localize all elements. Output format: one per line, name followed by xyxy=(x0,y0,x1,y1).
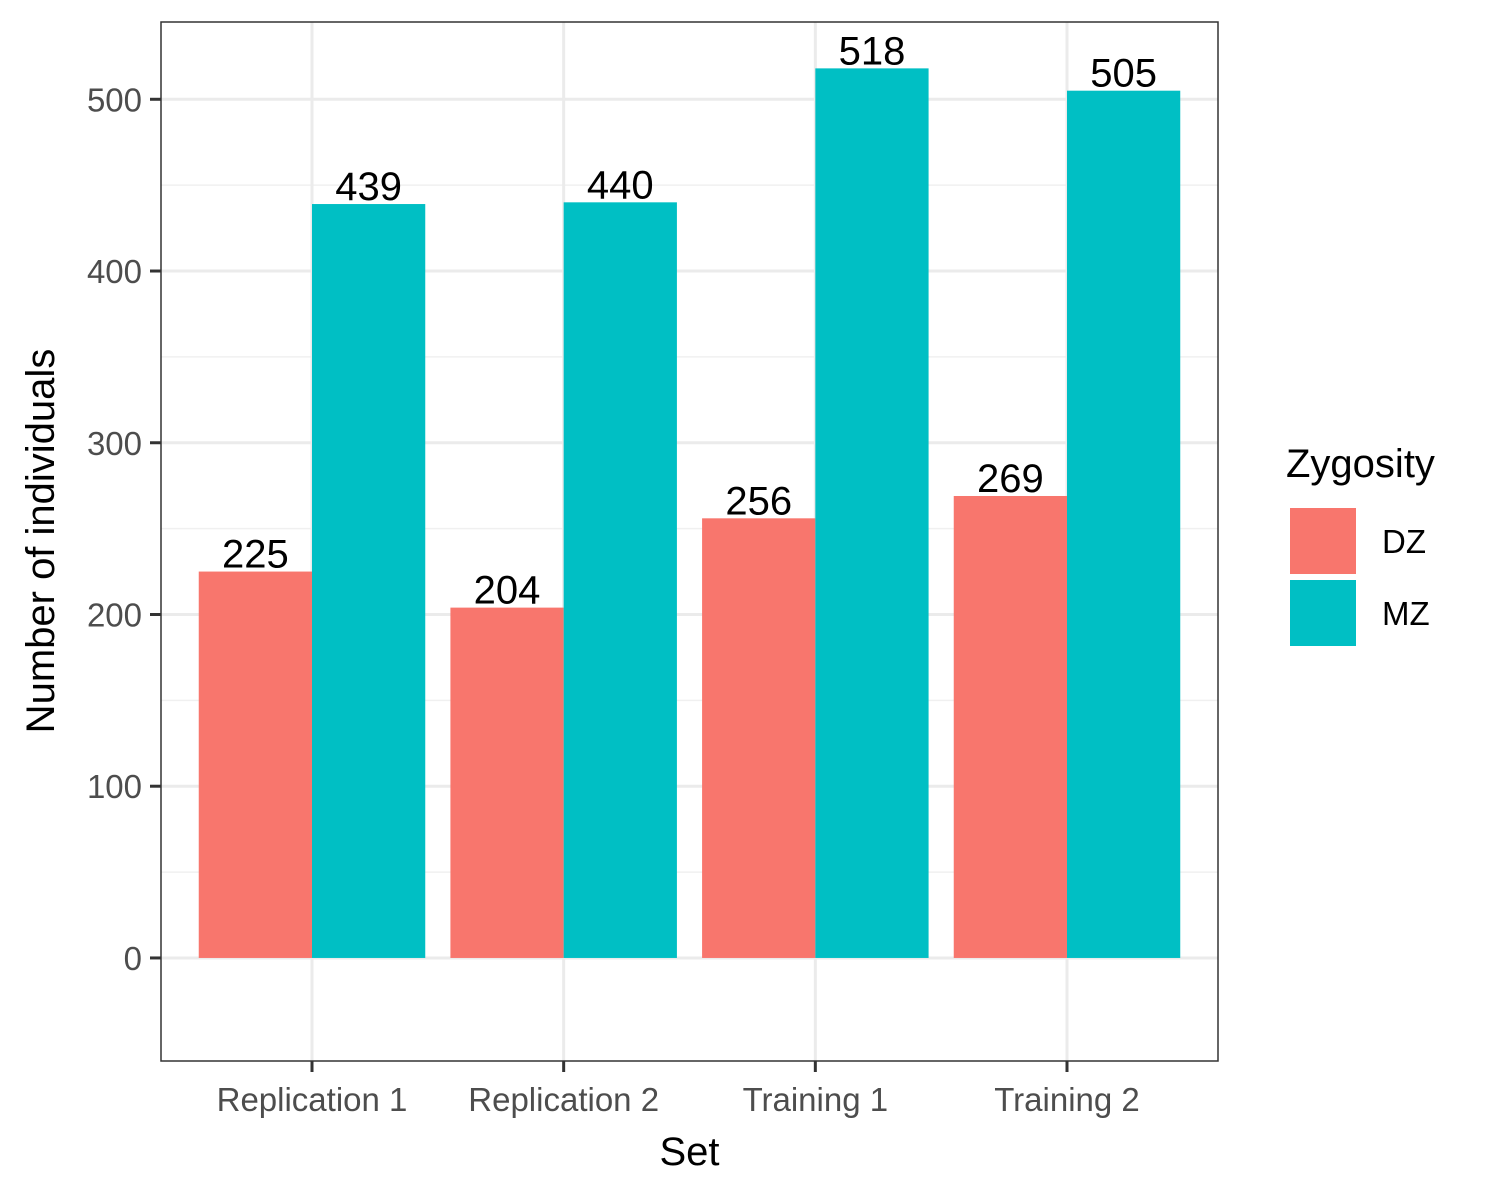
bar-dz xyxy=(953,495,1067,958)
bar-mz xyxy=(563,202,677,958)
bar-dz xyxy=(450,607,564,958)
legend-key-mz xyxy=(1290,580,1356,646)
bars xyxy=(198,68,1181,958)
bar-mz xyxy=(312,204,426,958)
bar-mz xyxy=(815,68,929,958)
plot-panel-border xyxy=(160,21,1219,1062)
bar-value-label: 225 xyxy=(222,533,289,577)
x-tick-label: Replication 2 xyxy=(468,1081,659,1118)
x-tick-label: Replication 1 xyxy=(217,1081,408,1118)
y-tick-label: 300 xyxy=(87,425,142,462)
bar-value-label: 439 xyxy=(335,165,402,209)
legend-key-dz xyxy=(1290,508,1356,574)
legend-label-mz: MZ xyxy=(1382,595,1430,632)
legend: Zygosity DZ MZ xyxy=(1286,442,1435,646)
y-tick-label: 0 xyxy=(124,940,142,977)
x-tick-label: Training 2 xyxy=(994,1081,1140,1118)
y-axis-title: Number of individuals xyxy=(19,349,63,734)
bar-value-label: 269 xyxy=(977,457,1044,501)
y-tick-label: 100 xyxy=(87,768,142,805)
bar-value-label: 518 xyxy=(839,29,906,73)
y-tick-label: 500 xyxy=(87,81,142,118)
bar-value-label: 204 xyxy=(474,569,541,613)
bar-value-label: 256 xyxy=(725,479,792,523)
bar-value-label: 505 xyxy=(1090,52,1157,96)
y-tick-label: 200 xyxy=(87,596,142,633)
bar-dz xyxy=(702,518,816,958)
x-axis-title: Set xyxy=(659,1130,719,1174)
bar-value-label: 440 xyxy=(587,163,654,207)
bar-value-labels: 225 439 204 440 256 518 269 505 xyxy=(222,29,1157,612)
legend-title: Zygosity xyxy=(1286,442,1435,486)
bar-dz xyxy=(198,571,312,958)
y-axis: 0 100 200 300 400 500 xyxy=(87,81,161,977)
x-axis: Replication 1 Replication 2 Training 1 Trai… xyxy=(217,1061,1140,1118)
bar-mz xyxy=(1067,90,1181,958)
legend-label-dz: DZ xyxy=(1382,523,1426,560)
y-tick-label: 400 xyxy=(87,253,142,290)
x-tick-label: Training 1 xyxy=(743,1081,889,1118)
